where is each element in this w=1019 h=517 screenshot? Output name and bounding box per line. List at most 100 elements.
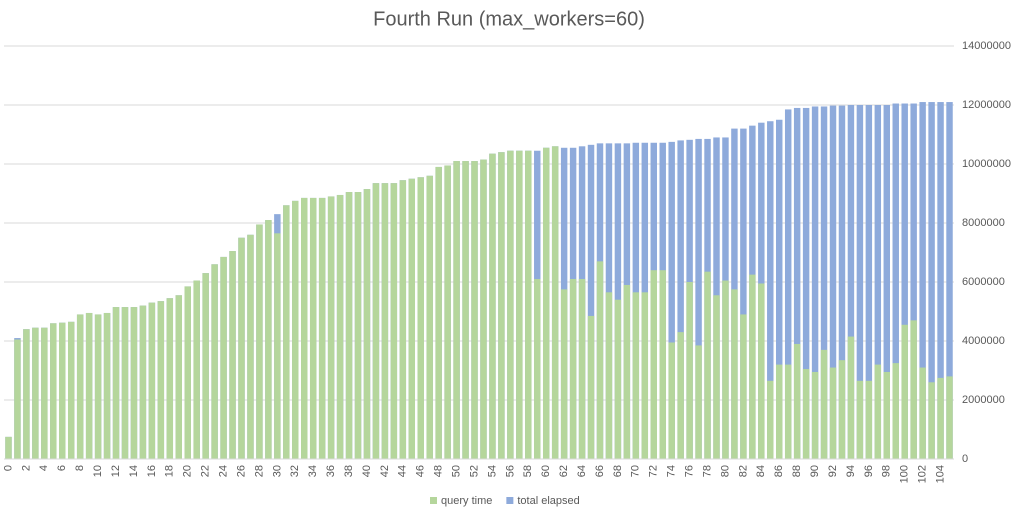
bar <box>130 307 138 459</box>
x-tick-label: 92 <box>827 465 839 477</box>
bar <box>345 192 353 459</box>
bar <box>283 205 290 459</box>
bar <box>614 299 622 459</box>
x-tick-label: 32 <box>289 465 301 477</box>
bar <box>659 270 666 459</box>
legend-label: total elapsed <box>517 495 579 507</box>
bar <box>301 197 308 460</box>
x-tick-label: 88 <box>791 465 803 477</box>
bar <box>292 200 299 459</box>
x-tick-label: 30 <box>271 465 283 477</box>
bar <box>946 102 953 460</box>
bar <box>489 153 496 460</box>
bar <box>605 292 613 459</box>
y-tick-label: 8000000 <box>962 217 1005 229</box>
x-tick-label: 6 <box>56 465 68 471</box>
x-tick-label: 102 <box>917 465 929 483</box>
bar <box>811 106 819 459</box>
bar <box>229 251 236 459</box>
x-tick-label: 18 <box>164 465 176 477</box>
x-tick-label: 80 <box>719 465 731 477</box>
bar <box>623 284 631 459</box>
bar <box>767 380 774 459</box>
y-tick-label: 4000000 <box>962 335 1005 347</box>
bar <box>641 292 649 459</box>
x-tick-label: 16 <box>146 465 158 477</box>
bar <box>41 327 48 459</box>
bar <box>525 150 532 459</box>
bar <box>793 343 801 459</box>
x-tick-label: 12 <box>110 465 122 477</box>
x-tick-label: 44 <box>397 465 409 477</box>
bar <box>220 256 227 459</box>
x-tick-label: 0 <box>2 465 14 471</box>
bar <box>336 194 344 459</box>
bar <box>23 329 30 459</box>
bar <box>139 305 147 459</box>
bar <box>76 314 84 459</box>
bar <box>874 105 882 459</box>
bar <box>892 103 899 460</box>
bar <box>14 339 21 459</box>
y-tick-label: 12000000 <box>962 99 1011 111</box>
bar <box>892 363 899 459</box>
bar <box>32 327 39 459</box>
bar <box>157 301 165 459</box>
bar <box>820 106 828 459</box>
bar <box>372 183 380 460</box>
bar <box>184 286 191 459</box>
bar <box>354 192 362 459</box>
bar <box>426 175 433 460</box>
bar <box>784 364 792 459</box>
bar <box>668 342 675 459</box>
x-tick-label: 94 <box>845 465 857 477</box>
x-tick-label: 56 <box>504 465 516 477</box>
bar <box>50 323 57 459</box>
bar <box>740 314 747 459</box>
bar <box>838 105 846 459</box>
x-tick-label: 90 <box>809 465 821 477</box>
bar <box>569 279 577 459</box>
bar <box>767 121 774 459</box>
x-tick-label: 68 <box>612 465 624 477</box>
bar <box>919 102 926 460</box>
x-tick-label: 66 <box>594 465 606 477</box>
bar <box>390 183 398 460</box>
x-tick-label: 72 <box>648 465 660 477</box>
bar <box>883 105 891 459</box>
bar <box>910 320 917 459</box>
bar <box>677 332 684 459</box>
bar <box>318 197 326 460</box>
bar <box>856 105 864 459</box>
bar <box>856 380 864 459</box>
x-tick-label: 42 <box>379 465 391 477</box>
x-tick-label: 74 <box>666 465 678 477</box>
bar <box>408 178 416 459</box>
bar <box>166 298 174 459</box>
x-tick-label: 62 <box>558 465 570 477</box>
bar <box>596 261 604 459</box>
bar <box>202 273 209 459</box>
bar <box>722 280 729 459</box>
bar <box>632 292 640 459</box>
x-tick-label: 104 <box>934 465 946 483</box>
bar <box>686 282 693 459</box>
bar <box>758 283 765 459</box>
bar <box>94 314 102 459</box>
bar <box>776 364 783 459</box>
bar <box>435 166 442 459</box>
bar <box>704 271 711 459</box>
x-tick-label: 20 <box>182 465 194 477</box>
x-tick-label: 78 <box>701 465 713 477</box>
bar <box>112 307 120 459</box>
y-tick-label: 0 <box>962 453 968 465</box>
x-tick-label: 36 <box>325 465 337 477</box>
x-tick-label: 98 <box>881 465 893 477</box>
bar <box>865 380 873 459</box>
bar <box>587 144 595 459</box>
bar <box>668 141 675 459</box>
bar <box>534 279 541 459</box>
bar <box>838 360 846 459</box>
bar <box>542 147 550 459</box>
bar <box>453 161 460 460</box>
